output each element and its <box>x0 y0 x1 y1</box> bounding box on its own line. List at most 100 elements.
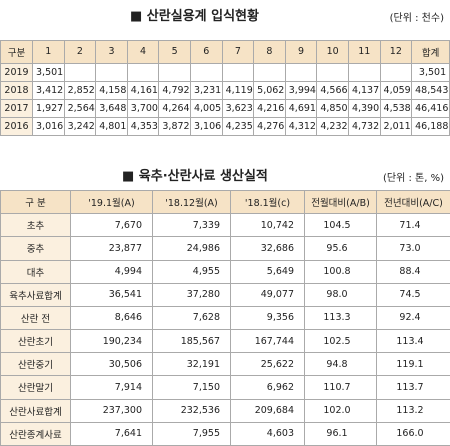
table-cell: 4,232 <box>316 116 349 137</box>
table-cell: 3,700 <box>126 98 160 118</box>
table-cell: 3,994 <box>284 80 318 100</box>
table-cell: 73.0 <box>376 236 450 261</box>
table-cell: 3,016 <box>32 116 65 137</box>
table-cell: 산란사료합계 <box>0 398 71 423</box>
table-cell: 95.6 <box>304 236 377 261</box>
table-cell: 1,927 <box>32 98 65 118</box>
table-cell: 102.5 <box>304 329 377 354</box>
table-cell: 4,312 <box>284 116 318 137</box>
table-cell: 185,567 <box>152 329 231 354</box>
table-row: 2019 3,501 3,501 <box>0 62 450 82</box>
table-cell: 167,744 <box>230 329 305 354</box>
table-cell: 96.1 <box>304 421 377 446</box>
table-cell: 36,541 <box>70 282 153 307</box>
table-cell: 7,150 <box>152 375 231 400</box>
table-cell: 92.4 <box>376 305 450 331</box>
table-cell: 4,005 <box>189 98 223 118</box>
header-cell: 10 <box>316 40 349 64</box>
header-cell: 9 <box>284 40 318 64</box>
table-row: 2018 3,412 2,852 4,158 4,161 4,792 3,231 4,119 5… <box>0 80 450 100</box>
table-cell: 9,356 <box>230 305 305 331</box>
table-cell: 5,649 <box>230 259 305 284</box>
table-cell: 25,622 <box>230 352 305 377</box>
header-cell: 6 <box>189 40 223 64</box>
table-row: 산란종계사료 7,641 7,955 4,603 96.1 166.0 <box>0 421 450 446</box>
table-cell: 3,501 <box>411 62 450 82</box>
table-cell: 4,161 <box>126 80 160 100</box>
table-cell: 32,191 <box>152 352 231 377</box>
table-cell <box>347 62 381 82</box>
table-cell: 중추 <box>0 236 71 261</box>
table-cell: 113.2 <box>376 398 450 423</box>
header-cell: '18.12월(A) <box>152 189 231 215</box>
table-cell: 2017 <box>0 98 33 118</box>
header-row: 구분 1 2 3 4 5 6 7 8 9 10 11 12 합계 <box>0 40 450 64</box>
table-row: 산란사료합계 237,300 232,536 209,684 102.0 113.2 <box>0 398 450 423</box>
table-cell <box>253 62 286 82</box>
table-cell: 4,353 <box>126 116 160 137</box>
table-cell <box>95 62 128 82</box>
table-cell: 초추 <box>0 213 71 238</box>
table-row: 2017 1,927 2,564 3,648 3,700 4,264 4,005 3,623 4… <box>0 98 450 118</box>
table-cell: 7,670 <box>70 213 153 238</box>
table-cell: 32,686 <box>230 236 305 261</box>
table-cell: 4,137 <box>347 80 381 100</box>
table-cell: 산란종계사료 <box>0 421 71 446</box>
header-cell: '18.1월(c) <box>230 189 305 215</box>
table-cell: 4,059 <box>379 80 413 100</box>
table-cell: 7,955 <box>152 421 231 446</box>
header-cell: 2 <box>63 40 97 64</box>
table-cell: 4,792 <box>158 80 191 100</box>
table-cell: 190,234 <box>70 329 153 354</box>
table-cell: 4,691 <box>284 98 318 118</box>
table-cell: 4,850 <box>316 98 349 118</box>
table-row: 중추 23,877 24,986 32,686 95.6 73.0 <box>0 236 450 261</box>
header-cell: 3 <box>95 40 128 64</box>
table-cell: 49,077 <box>230 282 305 307</box>
table-cell: 113.3 <box>304 305 377 331</box>
table-cell: 8,646 <box>70 305 153 331</box>
table-cell: 119.1 <box>376 352 450 377</box>
table-cell: 4,264 <box>158 98 191 118</box>
table-cell: 209,684 <box>230 398 305 423</box>
table-cell: 4,955 <box>152 259 231 284</box>
table-cell: 2,011 <box>379 116 413 137</box>
table-row: 2016 3,016 3,242 4,801 4,353 3,872 3,106 4,235 4… <box>0 116 450 137</box>
table-cell: 7,339 <box>152 213 231 238</box>
table-cell: 3,623 <box>221 98 255 118</box>
table: 구분 1 2 3 4 5 6 7 8 9 10 11 12 합계 2019 3,501 3,501 2018 3,4… <box>0 40 450 137</box>
table-cell: 48,543 <box>411 80 450 100</box>
table-cell: 5,062 <box>253 80 286 100</box>
table-cell <box>221 62 255 82</box>
table-row: 산란중기 30,506 32,191 25,622 94.8 119.1 <box>0 352 450 377</box>
table-cell: 산란말기 <box>0 375 71 400</box>
table-cell: 2,564 <box>63 98 97 118</box>
table-cell: 3,412 <box>32 80 65 100</box>
table-row: 산란말기 7,914 7,150 6,962 110.7 113.7 <box>0 375 450 400</box>
header-cell: 1 <box>32 40 65 64</box>
table-cell: 6,962 <box>230 375 305 400</box>
table: 구 분 '19.1월(A) '18.12월(A) '18.1월(c) 전월대비(A/B)… <box>0 189 450 446</box>
table-cell: 산란 전 <box>0 305 71 331</box>
table-cell: 113.4 <box>376 329 450 354</box>
table-cell: 24,986 <box>152 236 231 261</box>
table-cell: 산란중기 <box>0 352 71 377</box>
unit-label: (단위 : 톤, %) <box>383 173 444 184</box>
header-cell: 8 <box>253 40 286 64</box>
table-cell: 4,216 <box>253 98 286 118</box>
table-cell: 10,742 <box>230 213 305 238</box>
table-cell: 166.0 <box>376 421 450 446</box>
header-cell: 전년대비(A/C) <box>376 189 450 215</box>
table-cell: 4,235 <box>221 116 255 137</box>
table-cell: 4,390 <box>347 98 381 118</box>
header-cell: 합계 <box>411 40 450 64</box>
table-title: ■ 산란실용계 입식현황 <box>130 9 259 24</box>
table-cell <box>379 62 413 82</box>
table-cell: 3,648 <box>95 98 128 118</box>
table-cell: 46,188 <box>411 116 450 137</box>
table-cell: 104.5 <box>304 213 377 238</box>
table-cell: 102.0 <box>304 398 377 423</box>
table-cell: 100.8 <box>304 259 377 284</box>
header-cell: 구분 <box>0 40 33 64</box>
table-cell: 대추 <box>0 259 71 284</box>
